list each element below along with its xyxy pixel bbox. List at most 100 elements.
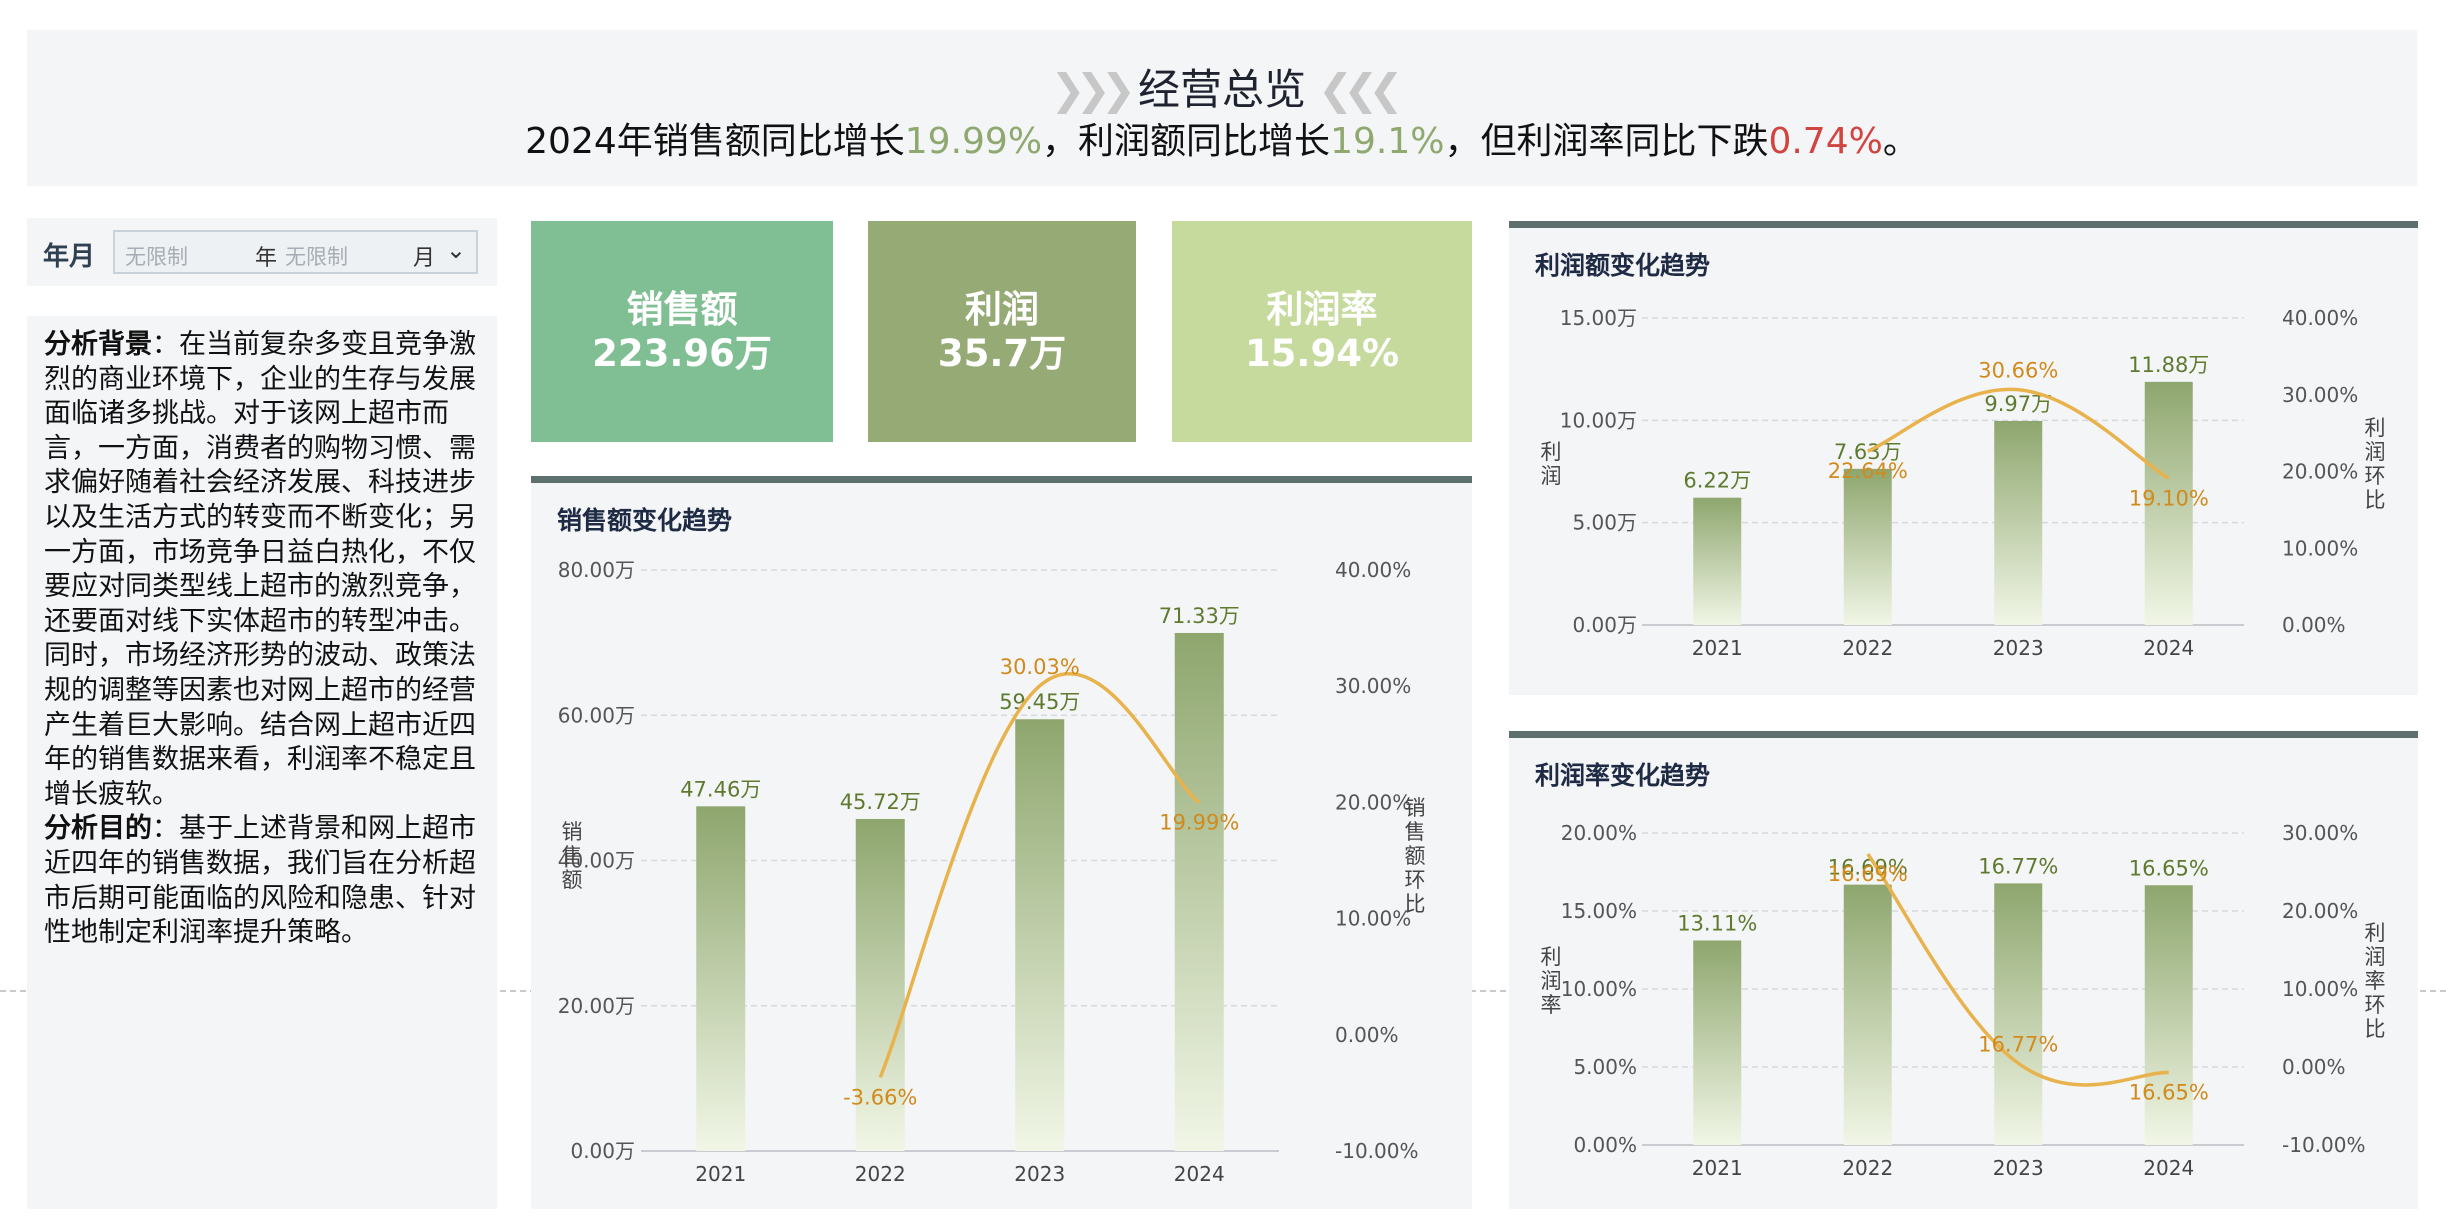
y2-axis-title: 售 [1405,820,1426,844]
bar [696,806,746,1151]
line-data-label: 19.99% [1159,811,1239,835]
y-axis-title: 润 [1541,464,1562,488]
chevron-right-icon: ❯❯❯ [1050,65,1136,114]
bar-data-label: 6.22万 [1683,469,1751,493]
purpose-label: 分析目的 [44,813,152,845]
bar-data-label: 16.69% [1828,856,1908,880]
x-tick-label: 2021 [1692,1156,1743,1180]
line-data-label: 16.65% [2129,1081,2209,1105]
y2-tick-label: 40.00% [2282,306,2358,330]
y2-axis-title: 利 [2365,921,2386,945]
kpi-sales-card: 销售额 223.96万 [531,221,833,442]
y-tick-label: 0.00% [1573,1133,1637,1157]
y-axis-title: 销 [562,820,583,844]
background-label: 分析背景 [44,329,152,360]
y2-tick-label: 20.00% [2282,899,2358,923]
year-month-select[interactable]: 无限制 年 无限制 月 ⌄ [113,230,478,274]
y2-tick-label: 0.00% [2282,1055,2346,1079]
bar [1994,420,2043,625]
margin-change-value: 0.74% [1768,121,1883,162]
y2-tick-label: 30.00% [2282,821,2358,845]
bar-data-label: 47.46万 [680,777,761,801]
sales-trend-chart: 0.00万 20.00万 40.00万 60.00万 80.00万 -10.00% 0.00… [558,558,1426,1186]
y2-tick-label: 30.00% [2282,383,2358,407]
sales-growth-value: 19.99% [904,121,1043,162]
bar [855,818,905,1151]
x-tick-label: 2021 [1692,636,1743,660]
margin-trend-panel: 利润率变化趋势 0.00% 5.00% 10.00% 15.00% 20.00% -10.… [1509,731,2418,1209]
page-title: ❯❯❯ 经营总览 ❮❮❮ [27,56,2417,117]
y-axis-title: 售 [562,844,583,868]
y2-axis-title: 环 [2365,464,2386,488]
y2-tick-label: 30.00% [1335,674,1411,698]
bar [1843,468,1892,625]
trend-line [1867,387,2170,480]
line-data-label: -3.66% [843,1085,917,1109]
overview-header: ❯❯❯ 经营总览 ❮❮❮ 2024年销售额同比增长19.99%，利润额同比增长19.… [27,30,2417,186]
year-month-filter: 年月 无限制 年 无限制 月 ⌄ [27,218,497,286]
filter-label: 年月 [43,242,96,272]
y-axis-title: 率 [1541,993,1562,1017]
y2-tick-label: -10.00% [1335,1139,1418,1163]
bar-data-label: 7.63万 [1834,440,1902,464]
analysis-background: 分析背景：在当前复杂多变且竞争激烈的商业环境下，企业的生存与发展面临诸多挑战。对… [44,328,483,812]
kpi-label: 利润 [965,287,1039,331]
y2-tick-label: 10.00% [2282,536,2358,560]
summary-text: ，利润额同比增长 [1042,121,1331,162]
y2-axis-title: 率 [2365,969,2386,993]
y-tick-label: 20.00万 [558,994,635,1018]
y2-axis-title: 环 [2365,993,2386,1017]
bar-data-label: 45.72万 [840,790,921,814]
x-tick-label: 2024 [2143,1156,2194,1180]
y2-axis-title: 额 [1405,844,1426,868]
bar [1843,884,1892,1145]
summary-text: 。 [1882,121,1919,162]
bar [1693,497,1742,625]
y2-axis-title: 比 [2365,488,2386,512]
y-tick-label: 15.00% [1561,899,1637,923]
trend-line [1866,852,2169,1087]
y2-axis-title: 销 [1405,796,1426,820]
y2-tick-label: 40.00% [1335,558,1411,582]
trend-line [878,672,1201,1078]
bar [1994,883,2043,1145]
y2-axis-title: 利 [2365,416,2386,440]
y-tick-label: 5.00万 [1572,511,1637,535]
y-tick-label: 15.00万 [1560,306,1637,330]
x-tick-label: 2021 [695,1162,746,1186]
chart-title: 销售额变化趋势 [557,506,733,535]
chevron-left-icon: ❮❮❮ [1318,65,1404,114]
bar [1174,632,1224,1151]
month-unit: 月 [413,246,436,271]
y-tick-label: 0.00万 [1572,613,1637,637]
bar-data-label: 71.33万 [1159,604,1240,628]
bar-data-label: 59.45万 [999,690,1080,714]
line-data-label: 30.03% [1000,655,1080,679]
kpi-label: 利润率 [1266,287,1378,331]
kpi-value: 15.94% [1244,331,1400,375]
y2-tick-label: 0.00% [1335,1023,1399,1047]
line-data-label: 16.69% [1828,862,1908,886]
line-data-label: 22.64% [1828,459,1908,483]
y-axis-title: 利 [1541,945,1562,969]
x-tick-label: 2023 [1993,636,2044,660]
y2-axis-title: 比 [1405,892,1426,916]
summary-line: 2024年销售额同比增长19.99%，利润额同比增长19.1%，但利润率同比下跌… [27,112,2417,164]
kpi-value: 223.96万 [592,331,772,375]
y-tick-label: 10.00万 [1560,408,1637,432]
analysis-text-panel: 分析背景：在当前复杂多变且竞争激烈的商业环境下，企业的生存与发展面临诸多挑战。对… [27,316,497,1209]
y-tick-label: 40.00万 [558,849,635,873]
y2-tick-label: 20.00% [1335,790,1411,814]
x-tick-label: 2022 [855,1162,906,1186]
x-tick-label: 2023 [1993,1156,2044,1180]
year-placeholder[interactable]: 无限制 [125,245,188,269]
y2-axis-title: 比 [2365,1017,2386,1041]
bar-data-label: 13.11% [1677,911,1757,935]
y2-tick-label: 10.00% [1335,907,1411,931]
bar [2144,381,2193,625]
chevron-down-icon[interactable]: ⌄ [445,236,466,264]
month-placeholder[interactable]: 无限制 [285,245,348,269]
bar [1015,719,1065,1151]
y2-axis-title: 润 [2365,440,2386,464]
y2-axis-title: 润 [2365,945,2386,969]
